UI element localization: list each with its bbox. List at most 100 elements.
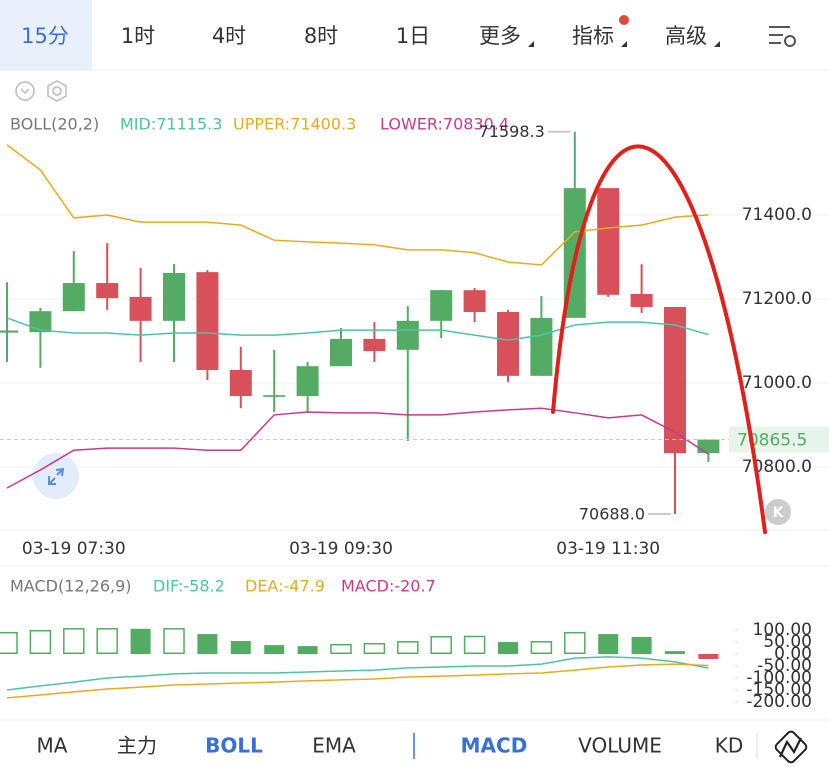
candle-body [163,272,185,321]
candle-body [96,283,119,299]
macd-bar [0,631,18,654]
y-tick-label: -150.00 [746,680,812,700]
indicator-tab[interactable]: EMA [312,734,356,758]
tab[interactable]: 指标 [572,24,614,48]
x-tick-label: 03-19 11:30 [556,539,660,559]
macd-bar [96,628,118,655]
y-tick-label: -100.00 [746,668,812,688]
legend-entry: LOWER:70830.4 [380,115,509,134]
legend-entry: DIF:-58.2 [153,577,225,596]
candle-body [62,283,85,312]
candle-body [229,369,252,397]
candle-body [396,320,419,350]
candle-body [0,330,18,333]
tab[interactable]: 4时 [212,24,246,48]
candle-body [497,312,519,376]
indicator-tab[interactable]: BOLL [205,734,263,758]
y-tick-label: -50.00 [757,656,812,676]
tab[interactable]: 1时 [121,24,155,48]
candle-body [263,395,286,397]
tab[interactable]: 1日 [396,24,430,48]
macd-bar [230,641,251,654]
y-tick-label: 50.00 [763,632,812,652]
macd-bar [665,651,685,654]
x-tick-label: 03-19 09:30 [289,539,393,559]
y-tick-label: 70800.0 [742,457,812,477]
y-tick-label: 71200.0 [742,289,812,309]
macd-bar [197,634,218,654]
tab[interactable]: 高级 [665,24,707,48]
candle-body [697,439,720,454]
min-label: 70688.0 [579,505,645,524]
indicator-tab[interactable]: VOLUME [578,734,662,758]
legend-entry: UPPER:71400.3 [233,115,356,134]
candle-body [530,317,553,376]
tab[interactable]: 8时 [304,24,338,48]
dropdown-mark [621,41,627,47]
indicator-tab[interactable]: KD [715,734,744,758]
macd-line [6,663,709,699]
zoom-button[interactable] [33,453,79,499]
macd-bar [698,654,719,659]
tab[interactable]: 更多 [479,24,521,48]
zoom-icon [48,467,65,485]
macd-bar [130,628,151,654]
legend-title: BOLL(20,2) [10,115,99,134]
y-tick-label: 71000.0 [742,373,812,393]
macd-bar [330,643,352,654]
last-price-box [729,426,829,453]
legend-entry: DEA:-47.9 [245,577,325,596]
indicator-tab[interactable]: 主力 [117,734,157,758]
legend-entry: MACD:-20.7 [341,577,436,596]
macd-bar [498,642,518,654]
macd-bar [463,635,486,655]
indicator-tab[interactable]: MACD [461,734,528,758]
legend-entry: MID:71115.3 [120,115,222,134]
macd-bar [29,630,52,654]
macd-bar [631,636,652,654]
dropdown-mark [714,41,720,47]
macd-line [6,656,709,691]
macd-bar [397,641,419,654]
macd-bar [163,628,185,655]
macd-bar [564,631,586,654]
selected-tab-bg [0,0,92,70]
boll-line [6,317,709,341]
indicator-tab[interactable]: MA [37,734,68,758]
candle-body [330,338,352,367]
last-price-label: 70865.5 [737,430,807,450]
charts: 15分 1时 4时 8时 1日 更多 指标 高级 MA 主力 BOLL EMA MACD VOLUME KD… [0,24,829,758]
boll-line [6,144,709,266]
notification-dot [619,15,629,25]
reset-button[interactable] [765,499,791,525]
max-label: 71598.3 [479,122,545,141]
x-tick-label: 03-19 07:30 [22,539,126,559]
macd-bar [297,646,318,654]
y-tick-label: 71400.0 [742,205,812,225]
macd-bar [430,636,452,654]
candle-body [597,188,620,295]
candle-body [296,366,319,397]
boll-line [6,407,709,489]
macd-bar [598,634,619,654]
candle-body [196,272,219,370]
hand-drawn-arc [551,144,767,534]
dropdown-mark [528,41,534,47]
candle-body [463,290,486,313]
candle-body [129,296,152,321]
candle-body [664,306,686,454]
macd-bar [363,642,386,655]
y-tick-label: 0.00 [774,644,812,664]
tab[interactable]: 15分 [21,24,69,48]
macd-bar [264,645,285,654]
panel-icons[interactable] [15,80,67,102]
settings-icon[interactable] [769,26,796,47]
legend-title: MACD(12,26,9) [10,577,132,596]
candle-body [29,311,52,333]
y-tick-label: -200.00 [746,692,812,712]
y-tick-label: 100.00 [753,620,812,640]
candle-body [363,338,386,352]
candle-body [430,290,453,321]
chart-tool-icon[interactable] [779,737,802,758]
